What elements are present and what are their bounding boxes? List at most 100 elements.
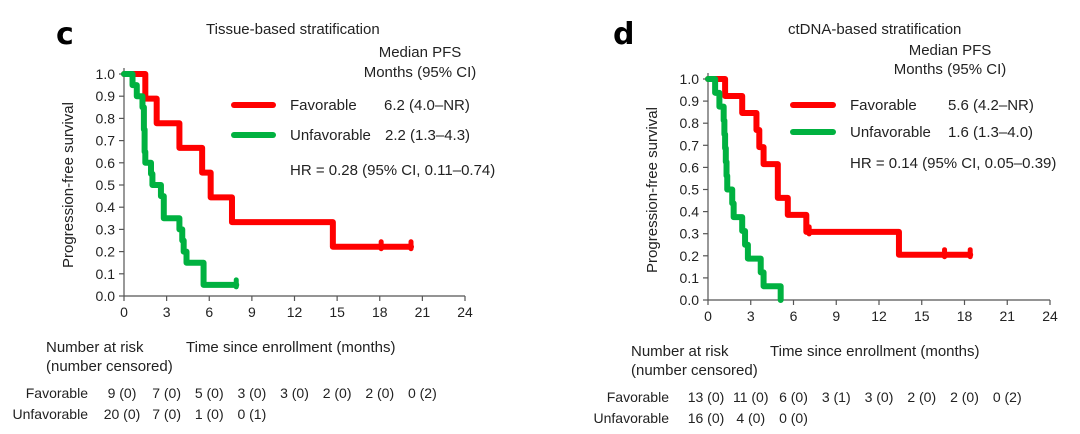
panel-d-legend-header-2: Months (95% CI)	[894, 61, 1007, 78]
risk-table-cell: 9 (0)	[108, 385, 137, 401]
risk-table-cell: 3 (0)	[865, 389, 894, 405]
km-curve-favorable	[121, 71, 415, 250]
y-tick-label: 0.0	[96, 288, 116, 304]
y-tick-label: 0.3	[96, 221, 116, 237]
km-curve-unfavorable	[121, 71, 240, 288]
panel-c-legend-header-1: Median PFS	[379, 44, 462, 61]
x-tick-label: 0	[704, 308, 712, 324]
risk-table-cell: 2 (0)	[907, 389, 936, 405]
x-tick-label: 15	[914, 308, 930, 324]
y-tick-label: 0.5	[680, 182, 700, 198]
risk-table-cell: 2 (0)	[323, 385, 352, 401]
panel-d-y-axis-label: Progression-free survival	[644, 107, 661, 273]
y-tick-label: 0.3	[680, 226, 700, 242]
panel-d-title: ctDNA-based stratification	[788, 21, 961, 38]
y-tick-label: 0.7	[96, 133, 116, 149]
panel-d-risk-header-2: (number censored)	[631, 362, 758, 379]
y-tick-label: 0.9	[680, 93, 700, 109]
panel-c-hazard-ratio: HR = 0.28 (95% CI, 0.11–0.74)	[290, 162, 495, 179]
x-tick-label: 3	[747, 308, 755, 324]
panel-d-plot-area: 0.0 0.1 0.2 0.3 0.4 0.5 0.6 0.7 0.8 0.9 1.0 0 3 6 9 12 1…	[680, 71, 1058, 324]
panel-d-risk-row-label-unfavorable: Unfavorable	[594, 410, 670, 426]
y-tick-label: 0.8	[680, 115, 700, 131]
y-tick-label: 0.8	[96, 110, 116, 126]
risk-table-cell: 20 (0)	[104, 406, 141, 422]
panel-d-x-axis-label: Time since enrollment (months)	[770, 343, 980, 360]
km-curve-favorable	[705, 76, 974, 258]
x-tick-label: 9	[832, 308, 840, 324]
x-tick-label: 18	[372, 304, 388, 320]
x-tick-label: 21	[415, 304, 431, 320]
risk-table-cell: 16 (0)	[688, 410, 725, 426]
risk-table-cell: 6 (0)	[779, 389, 808, 405]
panel-d-risk-header-1: Number at risk	[631, 343, 729, 360]
risk-table-cell: 3 (0)	[237, 385, 266, 401]
y-tick-label: 0.9	[96, 88, 116, 104]
km-curve-unfavorable	[705, 76, 784, 303]
panel-c-risk-row-label-unfavorable: Unfavorable	[13, 406, 89, 422]
panel-d-legend-median-favorable: 5.6 (4.2–NR)	[948, 97, 1034, 114]
risk-table-cell: 2 (0)	[365, 385, 394, 401]
risk-table-cell: 11 (0)	[733, 389, 769, 405]
x-tick-label: 12	[871, 308, 887, 324]
x-tick-label: 24	[457, 304, 473, 320]
y-tick-label: 0.2	[96, 244, 116, 260]
panel-c-legend-median-unfavorable: 2.2 (1.3–4.3)	[385, 127, 470, 144]
panel-label-d: d	[613, 17, 634, 52]
y-tick-label: 0.6	[96, 155, 116, 171]
x-tick-label: 18	[957, 308, 973, 324]
panel-c-risk-header-2: (number censored)	[46, 358, 173, 375]
y-tick-label: 0.4	[680, 204, 700, 220]
panel-d-legend-header-1: Median PFS	[909, 42, 992, 59]
x-tick-label: 24	[1042, 308, 1058, 324]
x-tick-label: 6	[205, 304, 213, 320]
panel-d-hazard-ratio: HR = 0.14 (95% CI, 0.05–0.39)	[850, 155, 1056, 172]
panel-c-risk-header-1: Number at risk	[46, 339, 144, 356]
panel-c-y-axis-label: Progression-free survival	[60, 102, 77, 268]
y-tick-label: 0.6	[680, 159, 700, 175]
panel-d-risk-row-label-favorable: Favorable	[607, 389, 669, 405]
x-tick-label: 9	[248, 304, 256, 320]
risk-table-cell: 3 (0)	[280, 385, 309, 401]
risk-table-cell: 0 (1)	[237, 406, 266, 422]
panel-d-legend-label-unfavorable: Unfavorable	[850, 124, 931, 141]
panel-c-x-axis-label: Time since enrollment (months)	[186, 339, 396, 356]
x-tick-label: 6	[790, 308, 798, 324]
panel-c-risk-row-label-favorable: Favorable	[26, 385, 88, 401]
x-tick-label: 3	[163, 304, 171, 320]
panel-c-legend-label-unfavorable: Unfavorable	[290, 127, 371, 144]
panel-c-legend-label-favorable: Favorable	[290, 97, 357, 114]
panel-c-title: Tissue-based stratification	[206, 21, 380, 38]
y-tick-label: 0.4	[96, 199, 116, 215]
risk-table-cell: 3 (1)	[822, 389, 851, 405]
panel-c: c Tissue-based stratification Median PFS…	[13, 17, 496, 422]
y-tick-label: 0.1	[680, 270, 700, 286]
panel-d-legend-median-unfavorable: 1.6 (1.3–4.0)	[948, 124, 1033, 141]
risk-table-cell: 0 (0)	[779, 410, 808, 426]
panel-d-legend-label-favorable: Favorable	[850, 97, 917, 114]
panel-c-plot-area: 0.0 0.1 0.2 0.3 0.4 0.5 0.6 0.7 0.8 0.9 1.0 0 3 6 9 12 1…	[96, 66, 473, 320]
panel-d: d ctDNA-based stratification Median PFS …	[594, 17, 1058, 426]
x-tick-label: 21	[999, 308, 1015, 324]
risk-table-cell: 5 (0)	[195, 385, 224, 401]
y-tick-label: 0.0	[680, 292, 700, 308]
y-tick-label: 1.0	[96, 66, 116, 82]
panel-c-risk-table: 9 (0) 7 (0) 5 (0) 3 (0) 3 (0) 2 (0) 2 (0) 0 (2)…	[104, 385, 437, 422]
risk-table-cell: 2 (0)	[950, 389, 979, 405]
risk-table-cell: 4 (0)	[736, 410, 765, 426]
y-tick-label: 1.0	[680, 71, 700, 87]
y-tick-label: 0.2	[680, 248, 700, 264]
panel-c-legend-header-2: Months (95% CI)	[364, 64, 477, 81]
x-tick-label: 0	[120, 304, 128, 320]
y-tick-label: 0.5	[96, 177, 116, 193]
y-tick-label: 0.1	[96, 266, 116, 282]
risk-table-cell: 0 (2)	[408, 385, 437, 401]
risk-table-cell: 7 (0)	[152, 385, 181, 401]
risk-table-cell: 1 (0)	[195, 406, 224, 422]
panel-d-risk-table: 13 (0) 11 (0) 6 (0) 3 (1) 3 (0) 2 (0) 2 (0) 0 (…	[688, 389, 1022, 426]
x-tick-label: 12	[287, 304, 303, 320]
risk-table-cell: 7 (0)	[152, 406, 181, 422]
risk-table-cell: 13 (0)	[688, 389, 725, 405]
x-tick-label: 15	[329, 304, 345, 320]
